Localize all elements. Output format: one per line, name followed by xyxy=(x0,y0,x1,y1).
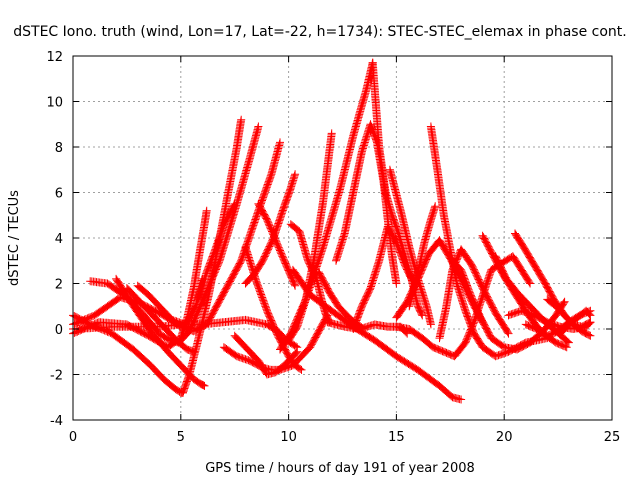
x-tick-label: 25 xyxy=(604,430,621,445)
x-tick-label: 15 xyxy=(388,430,405,445)
data-marks xyxy=(69,58,595,404)
chart-title: dSTEC Iono. truth (wind, Lon=17, Lat=-22… xyxy=(13,24,626,40)
y-tick-label: -2 xyxy=(50,369,63,384)
data-series-29 xyxy=(435,245,513,343)
data-series-5 xyxy=(112,274,209,390)
y-tick-label: 10 xyxy=(46,96,63,111)
x-tick-label: 0 xyxy=(69,430,77,445)
data-series-9 xyxy=(194,199,239,304)
y-tick-label: 2 xyxy=(55,278,63,293)
y-axis-label: dSTEC / TECUs xyxy=(7,190,22,286)
data-series-13 xyxy=(230,331,302,379)
x-tick-label: 10 xyxy=(280,430,297,445)
ticks xyxy=(72,55,613,421)
data-series-37 xyxy=(556,306,595,338)
y-tick-label: 6 xyxy=(55,187,63,202)
data-series-27 xyxy=(405,202,440,311)
x-tick-label: 5 xyxy=(177,430,185,445)
tick-labels: 0 5 10 15 20 25 -4 -2 0 2 4 6 8 10 12 xyxy=(46,50,620,445)
data-series-18 xyxy=(288,265,466,404)
y-tick-label: 12 xyxy=(46,50,63,65)
y-tick-label: 0 xyxy=(55,323,63,338)
data-series-14 xyxy=(254,199,300,290)
x-axis-label: GPS time / hours of day 191 of year 2008 xyxy=(205,461,475,476)
y-tick-label: -4 xyxy=(50,414,63,429)
y-tick-label: 8 xyxy=(55,141,63,156)
y-tick-label: 4 xyxy=(55,232,63,247)
data-series-17 xyxy=(284,129,336,345)
x-tick-label: 20 xyxy=(496,430,513,445)
